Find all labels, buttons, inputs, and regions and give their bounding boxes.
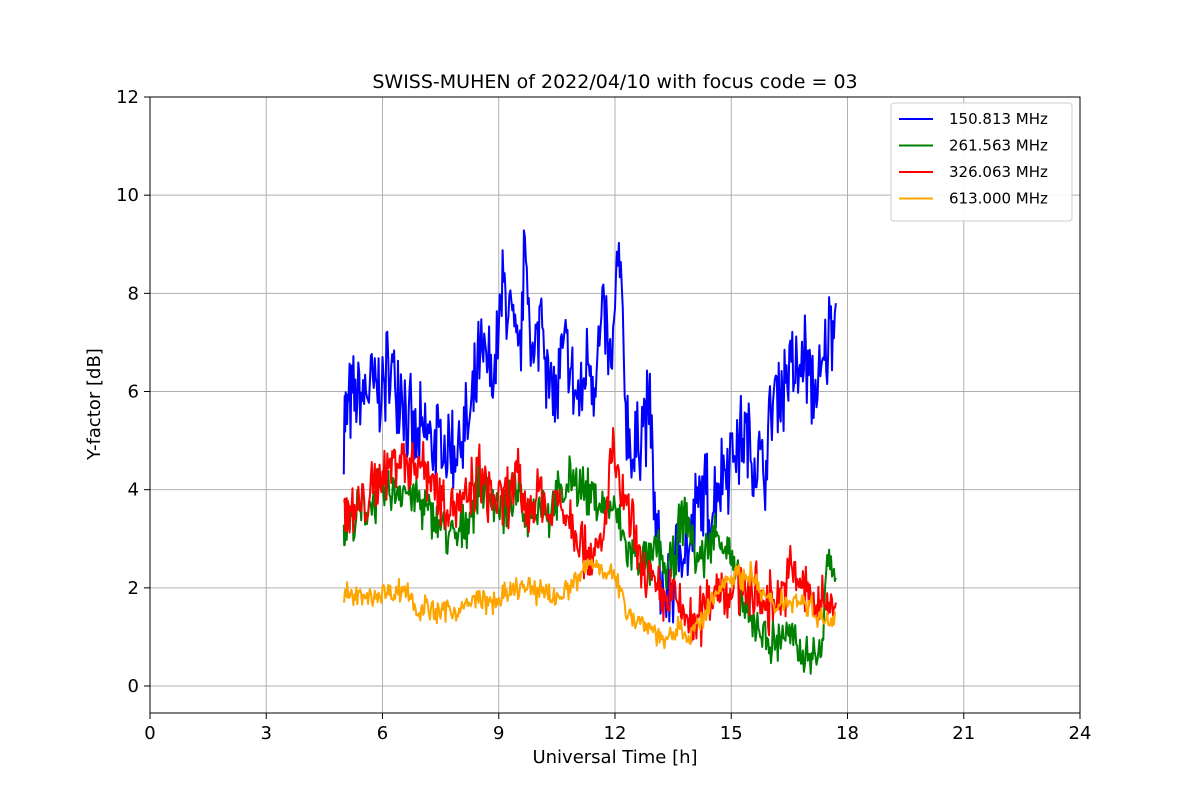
x-tick-label: 6 xyxy=(377,723,388,744)
series-line xyxy=(342,229,837,624)
y-tick-label: 12 xyxy=(116,87,139,108)
x-tick-label: 24 xyxy=(1069,723,1092,744)
x-tick-label: 12 xyxy=(604,723,627,744)
y-tick-label: 4 xyxy=(128,480,139,501)
y-tick-label: 8 xyxy=(128,283,139,304)
legend-label: 613.000 MHz xyxy=(949,190,1048,208)
x-tick-label: 15 xyxy=(720,723,743,744)
y-tick-label: 10 xyxy=(116,185,139,206)
x-axis-label: Universal Time [h] xyxy=(532,747,697,768)
x-tick-label: 3 xyxy=(261,723,272,744)
legend-label: 326.063 MHz xyxy=(949,163,1048,181)
y-axis-label: Y-factor [dB] xyxy=(84,348,105,461)
x-tick-label: 0 xyxy=(144,723,155,744)
legend-label: 150.813 MHz xyxy=(949,110,1048,128)
series-line xyxy=(343,427,837,648)
x-tick-label: 18 xyxy=(836,723,859,744)
legend: 150.813 MHz 261.563 MHz 326.063 MHz 613.000… xyxy=(890,102,1073,222)
series-line xyxy=(342,558,837,650)
chart-title: SWISS-MUHEN of 2022/04/10 with focus cod… xyxy=(372,71,857,93)
y-tick-label: 6 xyxy=(128,382,139,403)
legend-box xyxy=(890,102,1073,222)
legend-label: 261.563 MHz xyxy=(949,137,1048,155)
x-tick-label: 9 xyxy=(493,723,504,744)
x-tick-label: 21 xyxy=(952,723,975,744)
y-tick-label: 2 xyxy=(128,578,139,599)
y-tick-label: 0 xyxy=(128,676,139,697)
series-line xyxy=(342,455,837,675)
